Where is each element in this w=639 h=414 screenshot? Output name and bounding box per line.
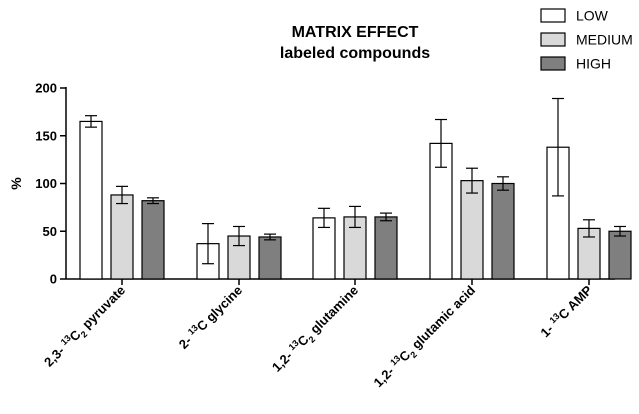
chart-title-line: labeled compounds <box>280 45 430 62</box>
y-axis-label: % <box>8 177 24 190</box>
x-category-label: 1- 13C AMP <box>537 282 596 341</box>
bar-high <box>141 200 165 280</box>
x-category-label: 1,2- 13C2 glutamine <box>268 282 363 377</box>
category-compound: AMP <box>562 282 595 315</box>
legend: LOW MEDIUM HIGH <box>540 8 633 72</box>
category-compound: glycine <box>200 283 245 328</box>
category-atom-count: 2 <box>79 329 90 340</box>
legend-label: MEDIUM <box>576 32 633 48</box>
bar-high <box>374 216 398 280</box>
y-tick-label: 50 <box>43 224 57 239</box>
x-category-label: 2- 13C glycine <box>175 282 245 352</box>
y-tick-label: 0 <box>50 272 57 287</box>
y-tick-label: 100 <box>35 176 57 191</box>
category-atom-count: 2 <box>307 334 318 345</box>
y-tick-label: 150 <box>35 128 57 143</box>
bar-medium <box>460 180 484 280</box>
bar-high <box>491 182 515 280</box>
x-category-label: 1,2- 13C2 glutamic acid <box>370 282 480 392</box>
bar-high <box>608 230 632 280</box>
bar-high <box>258 236 282 280</box>
legend-swatch <box>540 56 566 71</box>
category-compound: pyruvate <box>77 283 128 334</box>
category-compound: glutamine <box>305 283 362 340</box>
bar-low <box>79 120 103 280</box>
x-category-label: 2,3- 13C2 pyruvate <box>40 282 130 372</box>
category-compound: glutamic acid <box>406 282 478 354</box>
legend-swatch <box>540 8 566 23</box>
bar-medium <box>110 194 134 280</box>
legend-swatch <box>540 32 566 47</box>
legend-label: LOW <box>576 8 609 24</box>
chart-title-line: MATRIX EFFECT <box>292 24 419 41</box>
y-tick-label: 200 <box>35 81 57 96</box>
category-atom-count: 2 <box>408 349 419 360</box>
chart-title: MATRIX EFFECT labeled compounds <box>280 24 430 62</box>
legend-label: HIGH <box>576 56 611 72</box>
